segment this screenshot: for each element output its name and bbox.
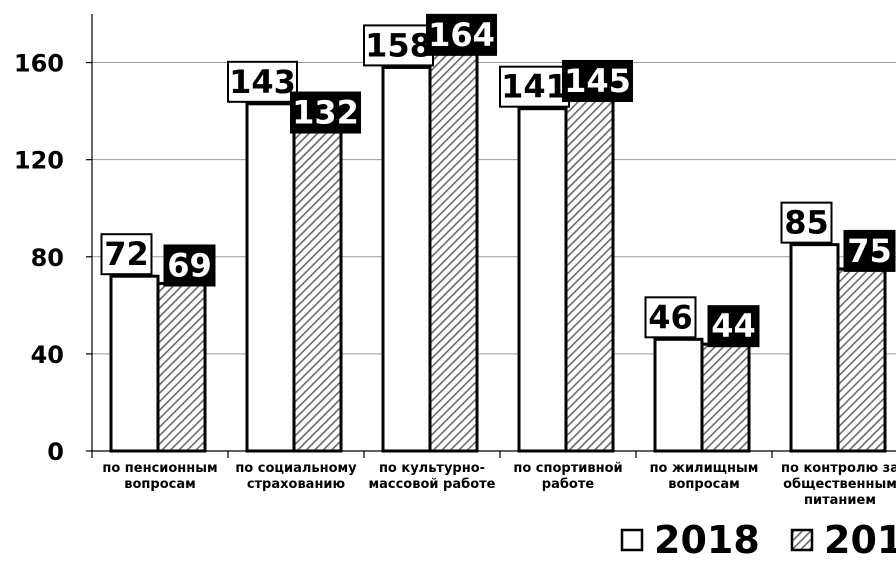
data-label-box <box>227 60 298 103</box>
category-label: вопросам <box>124 477 195 492</box>
gridlines <box>92 62 896 355</box>
bar <box>836 267 887 453</box>
bars <box>109 51 887 453</box>
category-label: страхованию <box>247 477 346 492</box>
bar <box>109 274 160 453</box>
legend-label-2018: 2018 <box>654 518 760 557</box>
bar <box>156 281 207 453</box>
data-label: 75 <box>847 232 892 270</box>
bar <box>245 102 296 453</box>
bar <box>653 337 704 453</box>
legend-swatch-2018 <box>620 528 644 552</box>
category-label: по пенсионным <box>102 461 217 476</box>
bar <box>789 243 840 453</box>
data-label: 141 <box>501 68 568 106</box>
data-label: 85 <box>784 204 829 242</box>
data-label: 145 <box>564 62 631 100</box>
category-label: массовой работе <box>369 477 496 492</box>
category-label: работе <box>542 477 595 492</box>
data-label: 44 <box>711 307 756 345</box>
data-label-box <box>780 201 833 244</box>
data-label: 164 <box>428 16 495 54</box>
data-label: 46 <box>648 298 693 336</box>
y-tick-label: 120 <box>14 147 64 175</box>
bar <box>700 342 751 453</box>
data-label-box <box>163 244 216 287</box>
data-label: 132 <box>292 94 359 132</box>
data-label-box <box>562 59 633 102</box>
data-label-box <box>100 233 153 276</box>
bar <box>517 107 568 453</box>
data-label: 72 <box>104 235 149 273</box>
y-tick-label: 160 <box>14 50 64 78</box>
category-label: по жилищным <box>650 461 759 476</box>
category-label: по спортивной <box>513 461 622 476</box>
legend-label-2019: 2019 <box>824 518 896 557</box>
y-tick-label: 40 <box>31 341 64 369</box>
category-label: питанием <box>804 493 876 508</box>
data-label-box <box>290 91 361 134</box>
y-tick-label: 80 <box>31 244 64 272</box>
category-label: по культурно- <box>379 461 485 476</box>
bar <box>381 65 432 453</box>
data-label-box <box>426 13 497 56</box>
legend: 2018 2019 <box>620 518 896 561</box>
category-label: по контролю за <box>781 461 896 476</box>
category-label: вопросам <box>668 477 739 492</box>
data-label-box <box>707 305 760 348</box>
y-tick-label: 0 <box>47 438 64 466</box>
data-label: 158 <box>365 26 432 64</box>
data-label: 143 <box>229 63 296 101</box>
bar <box>292 129 343 453</box>
data-label-box <box>843 229 896 272</box>
bar <box>428 51 479 453</box>
legend-swatch-2019 <box>790 528 814 552</box>
data-label: 69 <box>167 246 212 284</box>
category-label: по социальному <box>235 461 357 476</box>
data-label-box <box>499 65 570 108</box>
category-label: общественным <box>783 477 896 492</box>
data-label-box <box>644 296 697 339</box>
axes <box>86 14 896 458</box>
bar <box>564 97 615 453</box>
